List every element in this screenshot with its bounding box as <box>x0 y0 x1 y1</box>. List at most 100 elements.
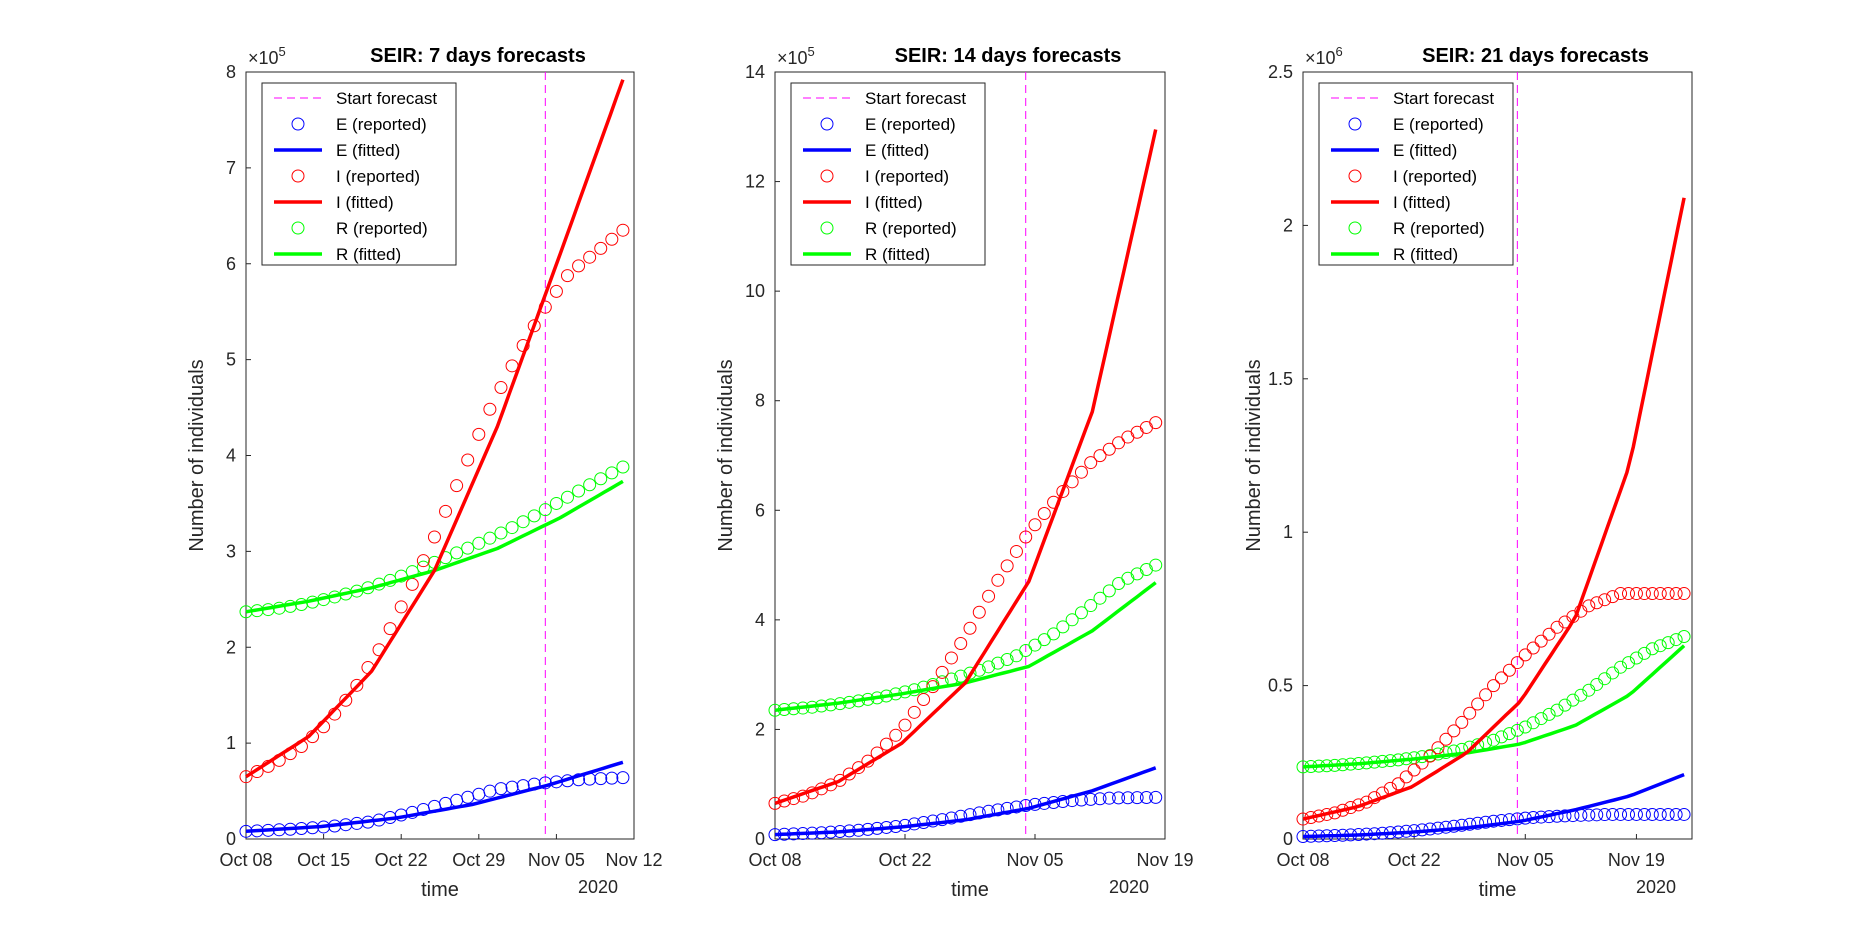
series-i-fitted-line <box>245 79 625 779</box>
chart-title: SEIR: 14 days forecasts <box>895 45 1122 67</box>
legend: Start forecast E (reported) E (fitted) I (r… <box>1318 82 1514 266</box>
data-point <box>1614 587 1628 601</box>
data-point <box>1661 587 1675 601</box>
data-point <box>1637 587 1651 601</box>
data-point <box>1510 656 1524 670</box>
data-point <box>450 479 464 493</box>
data-point <box>898 718 912 732</box>
y-exponent-value: 5 <box>808 44 815 59</box>
data-point <box>1534 712 1548 726</box>
data-point <box>472 536 486 550</box>
data-point <box>494 381 508 395</box>
data-point <box>842 767 856 781</box>
data-point <box>1621 807 1635 821</box>
data-point <box>1093 449 1107 463</box>
year-label: 2020 <box>1636 877 1676 897</box>
data-point <box>527 319 541 333</box>
data-point <box>991 656 1005 670</box>
data-point <box>583 250 597 264</box>
data-point <box>461 453 475 467</box>
legend-label: R (fitted) <box>336 245 401 264</box>
y-exponent-label: ×105 <box>248 44 286 68</box>
data-point <box>1598 593 1612 607</box>
data-point <box>1621 656 1635 670</box>
data-point <box>1084 456 1098 470</box>
data-point <box>1074 606 1088 620</box>
y-axis-label: Number of individuals <box>715 359 737 551</box>
data-point <box>483 402 497 416</box>
data-point <box>516 515 530 529</box>
data-point <box>1139 790 1153 804</box>
y-tick-label: 0 <box>755 829 765 849</box>
data-point <box>1645 642 1659 656</box>
y-tick-label: 8 <box>226 62 236 82</box>
data-point <box>594 772 608 786</box>
data-point <box>1130 425 1144 439</box>
data-point <box>1582 808 1596 822</box>
data-point <box>394 600 408 614</box>
legend-label: I (fitted) <box>1393 193 1451 212</box>
data-point <box>1028 638 1042 652</box>
y-tick-label: 4 <box>755 610 765 630</box>
data-point <box>1653 639 1667 653</box>
legend-label: Start forecast <box>865 89 966 108</box>
y-tick-label: 6 <box>755 500 765 520</box>
data-point <box>594 241 608 255</box>
data-point <box>1614 807 1628 821</box>
data-point <box>1598 808 1612 822</box>
data-point <box>1661 636 1675 650</box>
y-tick-label: 12 <box>745 172 765 192</box>
data-point <box>1102 442 1116 456</box>
data-point <box>549 496 563 510</box>
data-point <box>1677 807 1691 821</box>
data-point <box>982 660 996 674</box>
data-point <box>1093 591 1107 605</box>
legend-swatch-r-reported <box>820 221 834 235</box>
y-axis-label: Number of individuals <box>186 359 208 551</box>
data-point <box>1534 634 1548 648</box>
data-point <box>963 666 977 680</box>
series-r-fitted-line <box>1302 644 1686 769</box>
data-point <box>1542 707 1556 721</box>
data-point <box>350 678 364 692</box>
legend-label: R (reported) <box>1393 219 1485 238</box>
legend-label: E (fitted) <box>336 141 400 160</box>
data-point <box>1494 813 1508 827</box>
data-point <box>1614 660 1628 674</box>
y-exponent-value: 6 <box>1336 44 1343 59</box>
data-point <box>1139 420 1153 434</box>
y-tick-label: 0.5 <box>1268 676 1293 696</box>
legend-swatch-i-reported <box>820 169 834 183</box>
data-point <box>1487 814 1501 828</box>
legend-label: E (reported) <box>1393 115 1484 134</box>
data-point <box>1502 727 1516 741</box>
x-tick-label: Nov 19 <box>1136 850 1193 870</box>
data-point <box>1149 558 1163 572</box>
series-e-fitted-line <box>245 760 624 834</box>
data-point <box>383 622 397 636</box>
data-point <box>972 605 986 619</box>
data-point <box>1487 733 1501 747</box>
data-point <box>572 259 586 273</box>
data-point <box>1149 416 1163 430</box>
series-i-fitted-line <box>1302 197 1686 821</box>
legend-label: R (fitted) <box>1393 245 1458 264</box>
legend-box <box>790 82 986 266</box>
data-point <box>450 546 464 560</box>
y-tick-label: 5 <box>226 350 236 370</box>
data-point <box>954 637 968 651</box>
x-tick-label: Nov 05 <box>1006 850 1063 870</box>
y-exponent-base: ×10 <box>1305 48 1336 68</box>
data-point <box>572 484 586 498</box>
data-point <box>549 284 563 298</box>
y-axis-label: Number of individuals <box>1243 359 1265 551</box>
series-e-fitted-line <box>774 766 1157 837</box>
data-point <box>1447 724 1461 738</box>
x-axis-label: time <box>1479 879 1517 901</box>
legend-swatch-i-reported <box>1348 169 1362 183</box>
series-r-reported <box>1296 630 1691 774</box>
data-point <box>483 531 497 545</box>
data-point <box>450 793 464 807</box>
x-tick-label: Oct 15 <box>297 850 350 870</box>
data-point <box>1121 571 1135 585</box>
